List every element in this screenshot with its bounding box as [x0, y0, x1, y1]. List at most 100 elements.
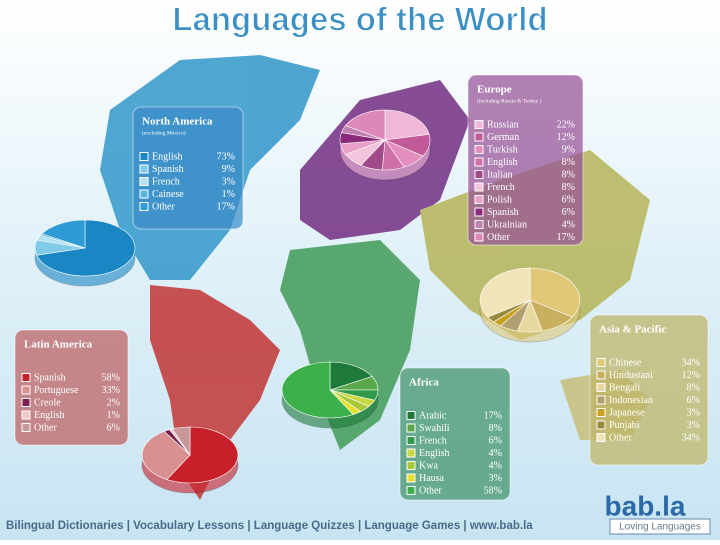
legend-swatch: [474, 182, 484, 192]
legend-swatch: [406, 448, 416, 458]
legend-swatch: [21, 398, 31, 407]
legend-panel: [132, 106, 244, 230]
legend-swatch: [139, 202, 149, 211]
legend-value: 8%: [562, 157, 575, 168]
legend-swatch: [596, 395, 606, 405]
legend-swatch: [21, 410, 31, 420]
legend-value: 4%: [489, 448, 502, 459]
footer-links[interactable]: Bilingual Dictionaries | Vocabulary Less…: [6, 520, 533, 532]
legend-swatch: [474, 120, 484, 129]
legend-value: 6%: [107, 422, 120, 433]
region-chart: Latin America Spanish 58% Portuguese 33% Creo…: [14, 329, 239, 494]
legend-label: Other: [152, 201, 175, 212]
legend-swatch: [21, 423, 31, 432]
legend-label: French: [419, 435, 447, 446]
legend-value: 33%: [102, 385, 120, 396]
legend-swatch: [474, 232, 484, 242]
region-chart: Africa Arabic 17% Swahili 8% French 6% English 4…: [281, 361, 511, 501]
legend-value: 3%: [687, 407, 700, 418]
legend-label: Punjabi: [609, 420, 640, 431]
pie-slice: [41, 219, 86, 249]
legend-label: Bengali: [609, 382, 640, 393]
legend-label: French: [487, 182, 515, 193]
legend-label: Portuguese: [34, 385, 79, 396]
pie-slice: [166, 426, 239, 484]
legend-swatch: [596, 358, 606, 367]
legend-value: 12%: [557, 132, 575, 143]
africa-shape: [280, 240, 420, 450]
region-chart: Asia & Pacific Chinese 34% Hindustani 12% Ben…: [479, 267, 709, 466]
legend-swatch: [139, 189, 149, 199]
legend-value: 6%: [687, 395, 700, 406]
legend-value: 12%: [682, 370, 700, 381]
logo-tagline-box: [609, 518, 711, 535]
legend-swatch: [21, 385, 31, 395]
legend-label: Turkish: [487, 144, 518, 155]
legend-value: 8%: [562, 182, 575, 193]
legend-label: Swahili: [419, 423, 450, 434]
legend-label: Italian: [487, 169, 513, 180]
legend-swatch: [139, 152, 149, 161]
legend-value: 8%: [562, 169, 575, 180]
legend-label: Spanish: [34, 372, 66, 383]
legend-value: 73%: [217, 151, 235, 162]
legend-label: Spanish: [487, 207, 519, 218]
legend-swatch: [406, 436, 416, 445]
legend-value: 6%: [489, 435, 502, 446]
region-title: Africa: [409, 377, 439, 389]
legend-value: 58%: [102, 372, 120, 383]
region-subtitle: (including Russia & Turkey ): [477, 97, 542, 104]
legend-panel: [589, 314, 709, 466]
legend-swatch: [596, 370, 606, 380]
legend-label: Hindustani: [609, 370, 653, 381]
legend-value: 2%: [107, 397, 120, 408]
legend-label: Russian: [487, 119, 519, 130]
pie-slice: [36, 219, 136, 277]
legend-value: 3%: [489, 473, 502, 484]
legend-swatch: [406, 473, 416, 483]
legend-label: Japanese: [609, 407, 645, 418]
legend-value: 17%: [484, 410, 502, 421]
legend-value: 4%: [562, 219, 575, 230]
legend-value: 3%: [687, 420, 700, 431]
legend-swatch: [474, 170, 484, 179]
region-title: Latin America: [24, 339, 93, 351]
page-title: Languages of the World: [172, 1, 547, 38]
region-title: Asia & Pacific: [599, 324, 666, 336]
legend-value: 8%: [489, 423, 502, 434]
legend-panel: [399, 367, 511, 501]
legend-value: 34%: [682, 357, 700, 368]
legend-swatch: [474, 207, 484, 217]
legend-label: Hausa: [419, 473, 445, 484]
region-chart: Europe(including Russia & Turkey ) Russia…: [339, 74, 584, 246]
legend-value: 17%: [217, 201, 235, 212]
legend-value: 9%: [222, 164, 235, 175]
legend-label: Kwa: [419, 460, 438, 471]
legend-label: English: [152, 151, 183, 162]
legend-value: 1%: [222, 189, 235, 200]
legend-value: 6%: [562, 194, 575, 205]
region-chart: North America(excluding Mexico) English 73…: [34, 106, 244, 287]
legend-value: 58%: [484, 485, 502, 496]
legend-label: Creole: [34, 397, 61, 408]
legend-label: Arabic: [419, 410, 447, 421]
legend-swatch: [406, 486, 416, 495]
legend-value: 9%: [562, 144, 575, 155]
legend-label: French: [152, 176, 180, 187]
charts: North America(excluding Mexico) English 73…: [14, 74, 709, 501]
logo[interactable]: bab.la: [605, 490, 686, 521]
region-title: North America: [142, 116, 213, 128]
legend-label: German: [487, 132, 519, 143]
legend-label: Spanish: [152, 164, 184, 175]
pie-slice: [479, 267, 531, 318]
pie-slice: [329, 361, 373, 391]
legend-value: 8%: [687, 382, 700, 393]
legend-swatch: [21, 373, 31, 382]
legend-label: English: [419, 448, 450, 459]
legend-label: Other: [419, 485, 442, 496]
legend-label: Indonesian: [609, 395, 653, 406]
legend-swatch: [406, 423, 416, 433]
legend-value: 4%: [489, 460, 502, 471]
pie-slice: [384, 109, 430, 141]
